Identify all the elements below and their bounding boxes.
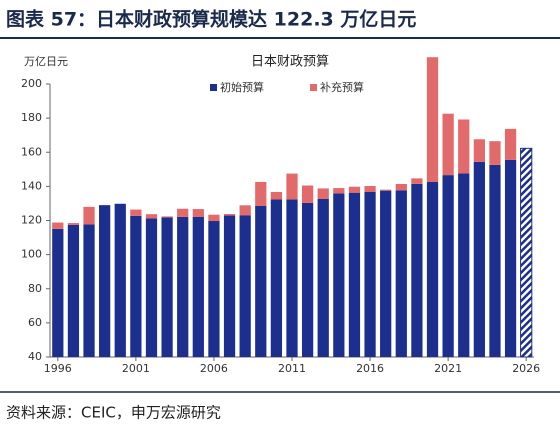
bar [426,181,439,357]
y-tick-label: 200 [21,77,42,90]
bar [442,175,454,357]
x-tick-label: 2011 [278,362,306,375]
bar [67,223,80,225]
bar [489,164,501,357]
y-tick-label: 80 [28,282,42,295]
bar [239,205,251,216]
legend-label: 补充预算 [320,80,364,94]
chart-title: 日本财政预算 [251,55,329,70]
bar [99,205,111,357]
bar [426,57,439,182]
header: 图表 57：日本财政预算规模达 122.3 万亿日元 [6,8,416,31]
bar [286,199,298,357]
bar [473,161,485,357]
x-tick-label: 1996 [44,362,72,375]
bar [130,209,142,216]
legend-swatch [210,84,217,91]
bar [458,173,470,357]
bar [161,216,173,218]
y-tick-label: 100 [21,248,42,261]
bar [114,203,126,357]
x-tick-label: 2021 [434,362,462,375]
bar [348,186,361,193]
bar [380,189,392,191]
bar [145,214,158,219]
bar [52,222,64,229]
bar [223,214,236,216]
bar [286,173,298,200]
bar [130,215,142,357]
legend-label: 初始预算 [220,80,264,94]
bar [177,216,189,357]
bar [67,224,80,357]
bar [333,188,345,194]
bar [270,199,283,357]
bar [489,141,501,165]
bar [192,209,204,217]
bar [411,178,423,184]
bar [411,183,423,357]
bar [239,215,251,357]
y-tick-label: 120 [21,214,42,227]
bar [380,190,392,357]
y-tick-label: 180 [21,111,42,124]
bar [364,192,376,357]
x-tick-label: 2006 [200,362,228,375]
bar [364,186,376,193]
y-tick-label: 160 [21,145,42,158]
bar [255,181,267,206]
bar [301,202,314,357]
bar [504,128,517,160]
bar [395,183,407,191]
bar [301,185,314,203]
bar [270,192,283,200]
x-tick-label: 2016 [356,362,384,375]
bar [520,147,533,358]
bar [52,228,64,357]
bar [255,205,267,357]
y-tick-label: 60 [28,316,42,329]
bar [177,208,189,217]
bar [83,224,95,357]
bar [333,193,345,357]
bar [208,221,220,357]
y-unit: 万亿日元 [24,55,68,68]
bar [442,113,454,176]
bar [458,119,470,174]
bar [145,218,158,357]
bar [504,159,517,357]
bar [161,217,173,357]
bar [192,216,204,357]
source: 资料来源：CEIC，申万宏源研究 [6,404,221,422]
bar [223,215,236,357]
bar [395,190,407,357]
bar [83,206,95,225]
bar [317,199,329,357]
bar [208,214,220,222]
legend-swatch [310,84,317,91]
bar [348,192,361,357]
bar [473,139,485,162]
x-tick-label: 2026 [512,362,540,375]
y-tick-label: 140 [21,179,42,192]
y-tick-label: 40 [28,350,42,363]
bar [317,188,329,200]
x-tick-label: 2001 [122,362,150,375]
